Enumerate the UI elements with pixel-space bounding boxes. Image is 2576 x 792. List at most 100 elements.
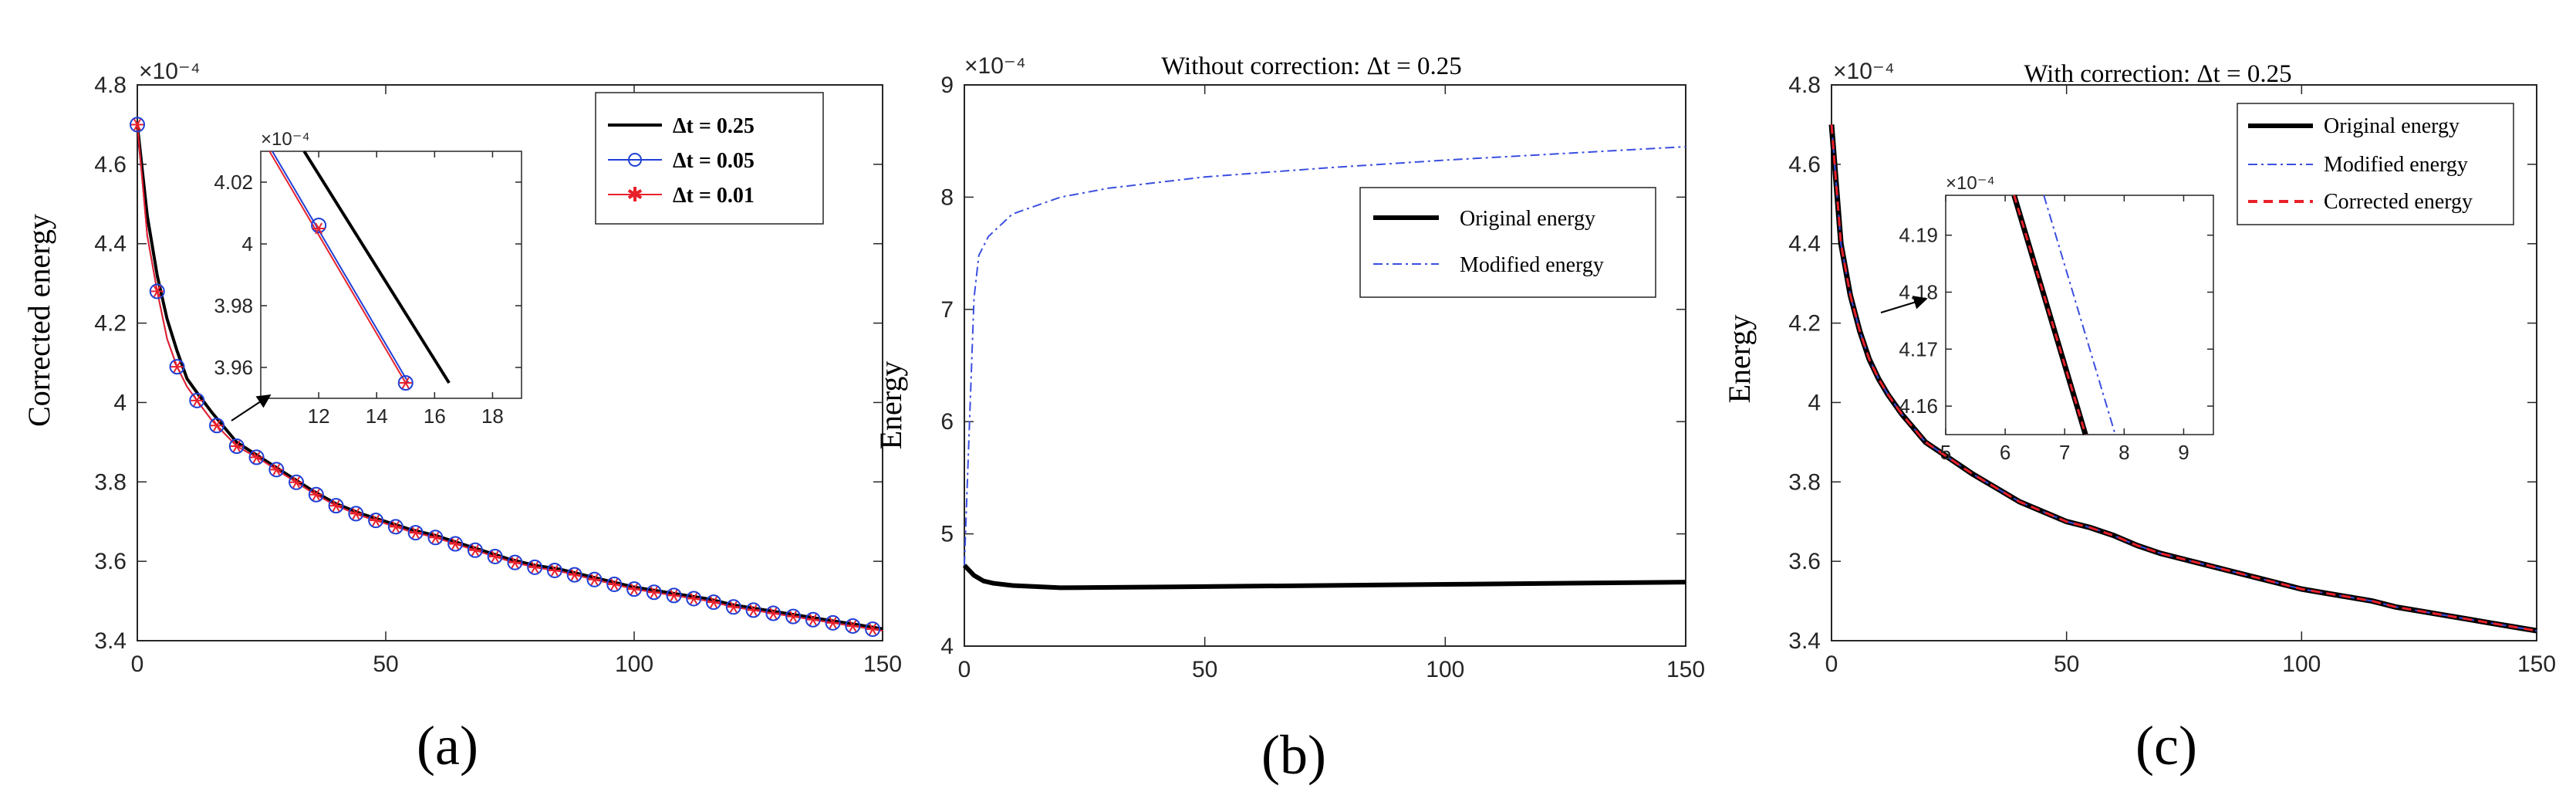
y-tick-label: 9 xyxy=(940,73,954,98)
y-tick-label: 3.8 xyxy=(94,469,127,495)
data-point-circle xyxy=(467,542,483,558)
data-point-stroke xyxy=(570,569,579,581)
y-tick-label: 3.96 xyxy=(214,356,253,379)
data-point-circle xyxy=(586,571,603,587)
data-point-asterisk xyxy=(767,608,780,619)
x-tick-label: 18 xyxy=(481,404,504,428)
data-point-asterisk xyxy=(230,440,243,452)
inset-series-line xyxy=(272,151,410,384)
inset-series-line xyxy=(2013,195,2087,435)
x-tick-label: 50 xyxy=(373,652,398,677)
data-point-circle xyxy=(248,449,265,465)
data-point-circle xyxy=(447,536,464,552)
data-point-asterisk xyxy=(647,586,660,598)
data-point-asterisk xyxy=(329,499,343,512)
chart-panel-b: Energy t ×10⁻⁴ Without correction: Δt = … xyxy=(873,52,1705,786)
data-point-circle xyxy=(397,375,414,391)
data-point-circle xyxy=(308,486,324,503)
data-point-asterisk xyxy=(191,394,204,407)
data-point-asterisk xyxy=(409,526,422,539)
data-point-stroke xyxy=(670,589,678,601)
data-point-asterisk xyxy=(399,377,412,389)
data-point-stroke xyxy=(610,578,619,591)
legend-marker: ✱ xyxy=(626,183,643,206)
data-point-circle xyxy=(785,608,802,624)
y-tick-label: 3.4 xyxy=(1788,628,1821,654)
data-point-stroke xyxy=(650,586,658,598)
y-tick-label: 4.17 xyxy=(1899,337,1938,360)
data-point-circle xyxy=(209,418,225,434)
data-point-circle xyxy=(348,506,364,522)
x-tick-label: 14 xyxy=(366,404,388,428)
data-point-stroke xyxy=(551,564,559,577)
y-tick-label: 4.2 xyxy=(94,311,127,337)
y-tick-label: 3.98 xyxy=(214,294,253,317)
data-point-asterisk xyxy=(747,604,760,616)
data-point-stroke xyxy=(849,620,857,632)
x-tick-label: 0 xyxy=(1825,652,1838,677)
data-point-asterisk xyxy=(787,611,800,623)
data-point-circle xyxy=(745,602,761,618)
x-tick-label: 7 xyxy=(2059,441,2070,464)
data-point-circle xyxy=(865,621,881,638)
legend-entry: Modified energy xyxy=(2324,153,2468,177)
y-tick-label: 4 xyxy=(1808,390,1821,415)
legend-entry: Original energy xyxy=(2324,114,2460,138)
data-point-circle xyxy=(686,591,702,607)
y-tick-label: 4.18 xyxy=(1899,280,1938,303)
x-tick-label: 100 xyxy=(615,652,653,677)
data-point-asterisk xyxy=(687,593,701,604)
inset-exponent-label: ×10⁻⁴ xyxy=(1946,173,1995,194)
data-point-asterisk xyxy=(131,119,143,130)
chart-title: With correction: Δt = 0.25 xyxy=(2024,60,2291,88)
data-point-stroke xyxy=(869,623,876,635)
x-tick-label: 100 xyxy=(1426,657,1464,682)
y-tick-label: 5 xyxy=(940,522,954,547)
data-point-asterisk xyxy=(806,614,819,626)
y-exponent-label: ×10⁻⁴ xyxy=(1833,59,1895,84)
data-point-asterisk xyxy=(866,623,879,635)
y-tick-label: 4.8 xyxy=(94,73,127,98)
data-point-stroke xyxy=(491,550,499,563)
legend-entry: Corrected energy xyxy=(2324,190,2473,214)
y-tick-label: 4.6 xyxy=(94,152,127,178)
x-tick-label: 8 xyxy=(2119,441,2129,464)
data-point-circle xyxy=(487,548,503,564)
data-point-stroke xyxy=(729,601,738,613)
plot-area xyxy=(260,151,522,399)
y-axis-label: Corrected energy xyxy=(22,214,56,427)
data-point-stroke xyxy=(590,574,599,586)
data-point-asterisk xyxy=(826,617,839,629)
x-tick-label: 150 xyxy=(1666,657,1705,682)
data-point-asterisk xyxy=(312,222,326,235)
zoom-arrow xyxy=(1880,296,1928,313)
data-point-circle xyxy=(311,218,327,233)
data-point-circle xyxy=(805,611,821,628)
data-point-asterisk xyxy=(468,544,481,557)
data-point-circle xyxy=(825,614,841,631)
data-point-asterisk xyxy=(309,489,322,501)
data-point-asterisk xyxy=(250,451,263,463)
data-point-stroke xyxy=(133,119,141,130)
y-axis-label: Energy xyxy=(1722,315,1757,404)
x-tick-label: 0 xyxy=(131,652,144,677)
y-tick-label: 4 xyxy=(113,390,127,415)
x-tick-label: 50 xyxy=(2054,652,2079,677)
legend-box xyxy=(595,92,824,225)
data-point-circle xyxy=(566,567,582,583)
data-point-circle xyxy=(845,618,861,634)
series-line xyxy=(1830,124,2537,632)
data-point-circle xyxy=(407,525,424,541)
data-point-asterisk xyxy=(429,531,442,543)
data-point-circle xyxy=(130,117,145,133)
data-point-stroke xyxy=(312,489,320,501)
y-exponent-label: ×10⁻⁴ xyxy=(139,59,201,84)
x-tick-label: 150 xyxy=(2517,652,2556,677)
data-point-stroke xyxy=(789,611,797,623)
plot-area xyxy=(964,84,1686,647)
y-tick-label: 4.16 xyxy=(1899,394,1938,418)
x-tick-label: 5 xyxy=(1940,441,1951,464)
data-point-asterisk xyxy=(667,589,680,601)
data-point-circle xyxy=(189,392,205,408)
data-point-asterisk xyxy=(528,561,542,574)
